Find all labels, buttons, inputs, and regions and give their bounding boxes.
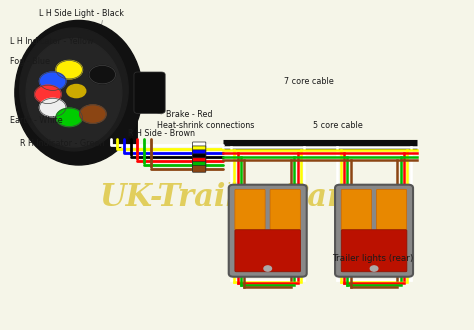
Text: Fog - Blue: Fog - Blue bbox=[10, 57, 50, 66]
Text: L H Side Light - Black: L H Side Light - Black bbox=[38, 9, 124, 18]
Text: 7 core cable: 7 core cable bbox=[284, 77, 334, 86]
FancyBboxPatch shape bbox=[235, 230, 301, 272]
FancyBboxPatch shape bbox=[192, 142, 206, 148]
FancyBboxPatch shape bbox=[192, 158, 206, 164]
Text: UK-Trailer-Parts: UK-Trailer-Parts bbox=[100, 182, 374, 214]
FancyBboxPatch shape bbox=[192, 150, 206, 156]
FancyBboxPatch shape bbox=[335, 185, 413, 277]
Circle shape bbox=[89, 65, 116, 84]
Text: Heat-shrink connections: Heat-shrink connections bbox=[156, 121, 254, 130]
Circle shape bbox=[80, 105, 106, 123]
Ellipse shape bbox=[15, 20, 143, 165]
FancyBboxPatch shape bbox=[192, 162, 206, 168]
Circle shape bbox=[264, 266, 272, 271]
FancyBboxPatch shape bbox=[192, 146, 206, 152]
FancyBboxPatch shape bbox=[192, 166, 206, 172]
Text: R H Indicator - Green: R H Indicator - Green bbox=[19, 139, 104, 148]
Circle shape bbox=[56, 108, 82, 126]
FancyBboxPatch shape bbox=[235, 189, 265, 230]
Circle shape bbox=[35, 85, 61, 104]
FancyBboxPatch shape bbox=[229, 185, 307, 277]
Circle shape bbox=[370, 266, 378, 271]
Circle shape bbox=[67, 84, 86, 98]
FancyBboxPatch shape bbox=[134, 72, 165, 114]
Circle shape bbox=[39, 72, 66, 90]
FancyBboxPatch shape bbox=[270, 189, 301, 230]
Text: L H Indicator - Yellow: L H Indicator - Yellow bbox=[10, 37, 94, 46]
Text: 5 core cable: 5 core cable bbox=[313, 121, 362, 130]
Text: R H Side - Brown: R H Side - Brown bbox=[128, 129, 195, 138]
Text: Earth - White: Earth - White bbox=[10, 116, 63, 125]
FancyBboxPatch shape bbox=[376, 189, 407, 230]
Text: Brake - Red: Brake - Red bbox=[166, 110, 213, 118]
FancyBboxPatch shape bbox=[341, 189, 372, 230]
FancyBboxPatch shape bbox=[341, 230, 407, 272]
Circle shape bbox=[56, 60, 82, 79]
Text: Trailer lights (rear): Trailer lights (rear) bbox=[331, 254, 413, 263]
Circle shape bbox=[39, 98, 66, 117]
Ellipse shape bbox=[26, 39, 122, 147]
Ellipse shape bbox=[20, 28, 128, 151]
FancyBboxPatch shape bbox=[192, 154, 206, 160]
